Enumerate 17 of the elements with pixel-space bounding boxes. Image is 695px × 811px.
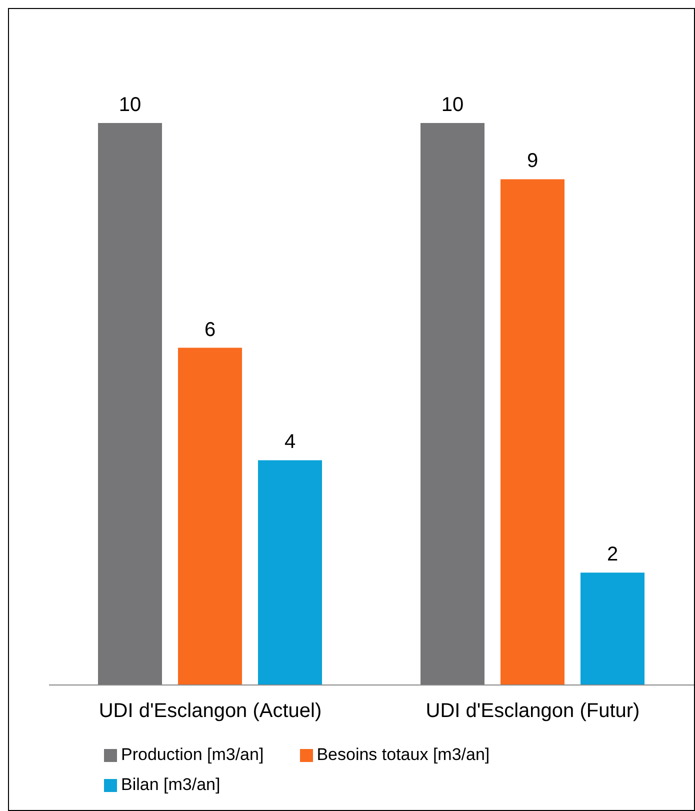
- bar: [178, 348, 242, 685]
- legend-label: Besoins totaux [m3/an]: [316, 745, 490, 764]
- bar: [500, 179, 564, 685]
- legend-label: Bilan [m3/an]: [121, 775, 220, 794]
- bar: [580, 572, 644, 685]
- data-label: 9: [526, 150, 538, 172]
- data-label: 10: [118, 94, 142, 116]
- bar: [420, 123, 484, 685]
- data-label: 6: [204, 318, 216, 341]
- legend-label: Production [m3/an]: [121, 745, 264, 764]
- data-label: 2: [606, 544, 618, 566]
- x-tick-label: UDI d'Esclangon (Futur): [426, 700, 640, 722]
- data-label: 10: [441, 94, 464, 116]
- bar: [98, 123, 162, 685]
- bar: [258, 460, 322, 685]
- data-label: 4: [284, 431, 296, 454]
- x-tick-label: UDI d'Esclangon (Actuel): [98, 700, 322, 722]
